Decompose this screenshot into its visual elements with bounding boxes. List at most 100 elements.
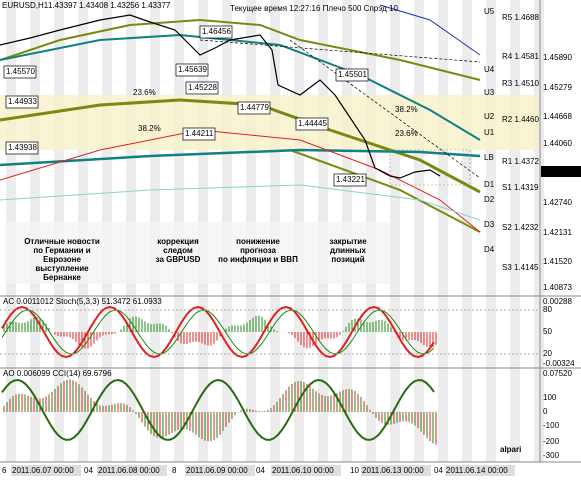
price-box-label: 1.45570 [6, 67, 35, 76]
price-box [182, 127, 216, 141]
price-tick: 1.45890 [543, 53, 572, 62]
pivot-label: S2 1.4232 [502, 223, 539, 232]
ma-teal-upper [0, 33, 481, 141]
stripe [534, 0, 544, 462]
pivot-label: R2 1.4460 [502, 115, 539, 124]
stripe [510, 0, 520, 462]
level-label: U2 [484, 112, 495, 121]
time-box [445, 465, 515, 476]
pivot-label: S1 1.4319 [502, 183, 539, 192]
price-box [199, 25, 233, 39]
price-tick: 1.40873 [543, 283, 572, 292]
ao-axis: 0 [543, 407, 548, 416]
time-tick: 2011.06.09 00:00 [186, 466, 248, 475]
time-tick: 2011.06.08 00:00 [98, 466, 160, 475]
price-tick: 1.44060 [543, 139, 572, 148]
time-tick: 2011.06.13 00:00 [362, 466, 424, 475]
time-box [361, 465, 431, 476]
price-box [185, 81, 219, 95]
ohlc: 1.43397 1.43408 1.43256 1.43377 [48, 1, 171, 10]
level-label: D4 [484, 245, 495, 254]
price-box [335, 68, 369, 82]
price-line [0, 14, 441, 179]
channel-upper [0, 18, 481, 81]
price-box [3, 65, 37, 79]
news-note: понижение [236, 237, 280, 246]
ao-axis: -100 [543, 421, 560, 430]
fib-label: 23.6% [395, 129, 418, 138]
time-box [271, 465, 341, 476]
price-tick: 1.44668 [543, 112, 572, 121]
pivot-label: R4 1.4581 [502, 52, 539, 61]
price-box-label: 1.46456 [202, 27, 231, 36]
channel-lower [289, 149, 481, 233]
level-label: U3 [484, 88, 495, 97]
price-box-label: 1.43938 [8, 143, 37, 152]
fib-zone [0, 95, 540, 150]
ao-axis: -200 [543, 437, 560, 446]
price-tick: 1.42740 [543, 198, 572, 207]
band-lower [0, 184, 481, 221]
news-note: выступление [35, 264, 89, 273]
symbol: EURUSD,H1 [2, 1, 49, 10]
info: Текущее время 12:27:16 Плечо 500 Спрэд 1… [230, 4, 398, 13]
time-tick: 04 [84, 466, 93, 475]
ao-title: AO 0.006099 CCI(14) 69.6796 [3, 369, 112, 378]
stripe [414, 0, 424, 462]
time-tick: 2011.06.14 00:00 [446, 466, 508, 475]
price-box-label: 1.45228 [188, 83, 217, 92]
news-note: коррекция [157, 237, 199, 246]
price-box-label: 1.44445 [298, 119, 327, 128]
news-note: Отличные новости [24, 237, 100, 246]
time-tick: 8 [172, 466, 177, 475]
news-note: позиций [331, 255, 364, 264]
news-note: длинных [330, 246, 367, 255]
time-tick: 04 [256, 466, 265, 475]
stripe [390, 0, 400, 462]
forecast-zone [389, 149, 471, 186]
pivot-label: R3 1.4510 [502, 79, 539, 88]
fib-label: 23.6% [133, 88, 156, 97]
ao-axis: 0.07520 [543, 369, 572, 378]
ao-axis: -300 [543, 451, 560, 460]
news-note: закрытие [329, 237, 367, 246]
trend-dashed [289, 39, 481, 179]
level-label: D2 [484, 195, 495, 204]
pivot-label: R1 1.4372 [502, 157, 539, 166]
stripe [462, 0, 472, 462]
price-box-label: 1.45501 [338, 70, 367, 79]
news-note: Бернанке [43, 273, 81, 282]
price-box-label: 1.44211 [185, 129, 214, 138]
ma-red [0, 129, 481, 233]
indicator-panes [0, 305, 540, 445]
ma-blue [379, 4, 481, 56]
ma-teal [0, 148, 481, 167]
fib-label: 38.2% [138, 124, 161, 133]
price-tick: 1.42131 [543, 228, 572, 237]
time-box [185, 465, 255, 476]
time-box [11, 465, 81, 476]
price-box-label: 1.43221 [336, 175, 365, 184]
fib-label: 38.2% [395, 105, 418, 114]
stripe [438, 0, 448, 462]
time-box [97, 465, 167, 476]
news-note: Еврозоне [43, 255, 81, 264]
price-box [5, 95, 39, 109]
pivot-label: R5 1.4688 [502, 13, 539, 22]
ao-axis: 100 [543, 393, 557, 402]
pivot-label: S3 1.4145 [502, 263, 539, 272]
notes-panel [5, 222, 390, 284]
time-tick: 10 [350, 466, 359, 475]
price-box [175, 63, 209, 77]
price-box [237, 101, 271, 115]
current-price: 1.43377 [543, 167, 572, 176]
trend-dashed [199, 39, 481, 63]
level-label: U5 [484, 7, 495, 16]
ac-axis: 80 [543, 305, 552, 314]
level-label: U1 [484, 128, 495, 137]
news-note: следом [163, 246, 193, 255]
cci-line [1, 378, 435, 441]
level-label: D1 [484, 180, 495, 189]
